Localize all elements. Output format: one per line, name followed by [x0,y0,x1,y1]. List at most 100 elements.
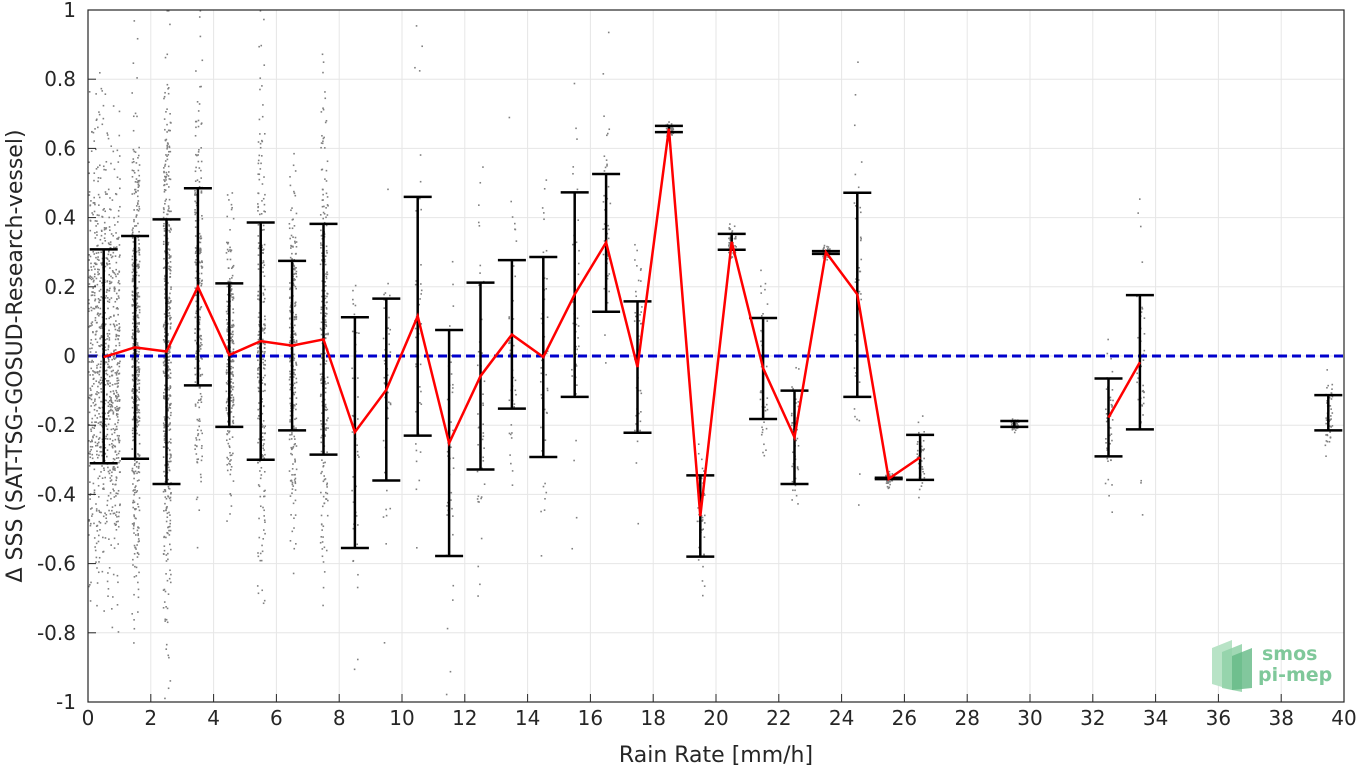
scatter-point [131,255,134,258]
scatter-point [92,202,95,204]
scatter-point [288,341,291,344]
scatter-point [91,507,93,509]
scatter-point [198,346,201,348]
scatter-point [264,350,266,353]
scatter-point [322,586,325,589]
scatter-point [634,311,637,314]
scatter-point [258,381,261,384]
scatter-point [696,520,699,523]
scatter-point [134,534,137,536]
scatter-point [111,509,113,512]
scatter-point [450,446,452,449]
scatter-point [167,175,170,177]
scatter-point [1015,422,1018,425]
scatter-point [606,165,608,167]
scatter-point [117,421,119,424]
scatter-point [199,345,202,348]
scatter-point [98,196,101,199]
scatter-point [293,190,295,193]
scatter-point [259,495,262,498]
scatter-point [105,342,107,345]
scatter-point [104,297,107,299]
scatter-point [167,464,169,466]
scatter-point [230,288,233,290]
scatter-point [163,188,166,191]
scatter-point [200,249,202,251]
scatter-point [1143,317,1146,319]
x-tick-label: 24 [829,706,854,730]
scatter-point [291,453,293,456]
scatter-point [259,77,262,79]
scatter-point [138,164,141,166]
scatter-point [137,361,140,364]
scatter-point [108,263,111,265]
scatter-point [728,244,730,246]
scatter-point [321,300,323,303]
scatter-point [194,170,197,173]
scatter-point [89,481,91,483]
scatter-point [293,225,296,227]
scatter-point [414,283,417,286]
scatter-point [113,547,116,549]
scatter-point [108,538,110,540]
scatter-point [766,320,769,322]
scatter-point [95,263,98,266]
scatter-point [415,280,418,282]
scatter-point [133,477,135,480]
scatter-point [96,409,98,412]
scatter-point [295,364,298,366]
scatter-point [232,480,235,482]
scatter-point [89,229,92,232]
scatter-point [358,456,360,458]
scatter-point [258,154,261,157]
scatter-point [320,514,323,517]
scatter-point [321,134,323,137]
x-tick-label: 4 [207,706,220,730]
scatter-point [261,456,264,458]
scatter-point [294,482,297,485]
scatter-point [261,412,264,415]
scatter-point [230,203,233,206]
scatter-point [671,127,674,130]
scatter-point [103,227,106,229]
scatter-point [138,281,140,283]
scatter-point [227,242,229,245]
scatter-point [263,495,266,498]
scatter-point [194,252,197,255]
scatter-point [571,547,574,550]
scatter-point [607,274,609,277]
scatter-point [112,251,115,254]
scatter-point [194,287,197,289]
scatter-point [319,214,322,216]
scatter-point [1325,422,1327,425]
scatter-point [262,292,265,295]
scatter-point [114,438,117,441]
scatter-point [116,396,119,398]
scatter-point [195,445,198,447]
scatter-point [476,364,479,367]
scatter-point [195,439,198,441]
scatter-point [119,504,121,507]
scatter-point [108,289,110,292]
scatter-point [104,370,107,372]
scatter-point [293,333,295,336]
scatter-point [94,398,96,401]
scatter-point [293,316,296,318]
scatter-point [170,548,172,551]
scatter-point [483,447,485,449]
scatter-point [108,399,111,402]
scatter-point [669,132,672,135]
scatter-point [860,161,863,163]
scatter-point [1106,449,1109,451]
scatter-point [97,271,99,273]
scatter-point [163,435,166,437]
scatter-point [100,421,102,423]
scatter-point [169,121,172,124]
scatter-point [132,170,135,172]
scatter-point [199,348,202,350]
scatter-point [543,509,546,511]
scatter-point [891,473,894,475]
scatter-point [107,470,110,473]
scatter-point [512,318,515,320]
scatter-point [134,508,136,510]
